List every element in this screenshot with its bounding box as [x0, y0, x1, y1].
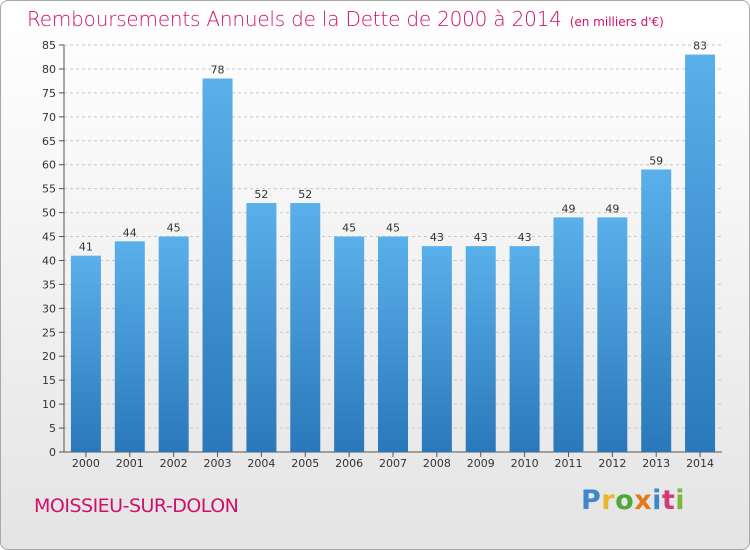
bar — [158, 236, 189, 452]
data-label: 52 — [298, 188, 312, 201]
x-tick-label: 2007 — [379, 457, 407, 470]
title-unit: (en milliers d'€) — [569, 15, 664, 29]
data-label: 83 — [693, 40, 707, 53]
y-tick-label: 15 — [42, 374, 56, 387]
logo-letter: r — [601, 485, 616, 516]
y-tick-label: 70 — [42, 111, 56, 124]
y-tick-label: 50 — [42, 207, 56, 220]
y-tick-label: 10 — [42, 398, 56, 411]
data-label: 43 — [430, 231, 444, 244]
y-tick-label: 20 — [42, 350, 56, 363]
y-tick-label: 25 — [42, 326, 56, 339]
x-tick-label: 2003 — [204, 457, 232, 470]
x-tick-label: 2006 — [335, 457, 363, 470]
y-tick-label: 80 — [42, 63, 56, 76]
y-tick-label: 30 — [42, 302, 56, 315]
data-label: 49 — [561, 202, 575, 215]
x-tick-label: 2005 — [291, 457, 319, 470]
x-tick-label: 2001 — [116, 457, 144, 470]
bar — [70, 255, 101, 452]
y-tick-label: 60 — [42, 159, 56, 172]
bar — [202, 78, 233, 453]
logo-letter: t — [661, 485, 676, 516]
data-label: 52 — [254, 188, 268, 201]
x-tick-label: 2011 — [554, 457, 582, 470]
data-label: 41 — [79, 241, 93, 254]
x-tick-label: 2008 — [423, 457, 451, 470]
logo-letter: i — [675, 485, 686, 516]
bar — [685, 54, 716, 452]
logo-letter: i — [652, 485, 662, 516]
y-tick-label: 85 — [42, 39, 56, 52]
data-label: 44 — [123, 226, 137, 239]
x-tick-label: 2012 — [598, 457, 626, 470]
bar — [246, 203, 277, 452]
x-tick-label: 2002 — [160, 457, 188, 470]
bar — [553, 217, 584, 452]
y-tick-label: 75 — [42, 87, 56, 100]
bar — [114, 241, 145, 452]
bar — [465, 246, 496, 452]
bar — [290, 203, 321, 452]
x-tick-label: 2000 — [72, 457, 100, 470]
y-tick-label: 0 — [49, 446, 56, 459]
proxiti-logo: Proxiti — [581, 485, 685, 516]
title-main: Remboursements Annuels de la Dette de 20… — [27, 7, 562, 31]
bar — [509, 246, 540, 452]
bar — [334, 236, 365, 452]
y-tick-label: 65 — [42, 135, 56, 148]
y-tick-label: 40 — [42, 254, 56, 267]
x-tick-label: 2010 — [511, 457, 539, 470]
bar — [597, 217, 628, 452]
x-tick-label: 2014 — [686, 457, 714, 470]
y-tick-label: 45 — [42, 231, 56, 244]
data-label: 43 — [474, 231, 488, 244]
data-label: 59 — [649, 154, 663, 167]
y-tick-label: 5 — [49, 422, 56, 435]
logo-letter: o — [615, 485, 635, 516]
y-tick-label: 35 — [42, 278, 56, 291]
town-name: MOISSIEU-SUR-DOLON — [34, 495, 239, 517]
data-label: 45 — [386, 222, 400, 235]
chart-title: Remboursements Annuels de la Dette de 20… — [27, 7, 664, 31]
bar — [641, 169, 672, 452]
data-label: 43 — [518, 231, 532, 244]
data-label: 45 — [342, 222, 356, 235]
data-label: 45 — [167, 222, 181, 235]
bar — [378, 236, 408, 452]
logo-letter: x — [634, 485, 653, 516]
bar — [421, 246, 452, 452]
x-tick-label: 2004 — [247, 457, 275, 470]
data-label: 49 — [605, 202, 619, 215]
logo-letter: P — [581, 485, 602, 516]
y-tick-label: 55 — [42, 183, 56, 196]
x-tick-label: 2013 — [642, 457, 670, 470]
data-label: 78 — [211, 64, 225, 77]
x-tick-label: 2009 — [467, 457, 495, 470]
